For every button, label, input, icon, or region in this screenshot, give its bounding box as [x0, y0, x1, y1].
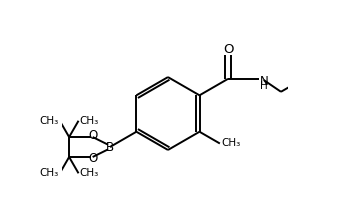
Text: N: N — [260, 75, 268, 88]
Text: O: O — [88, 152, 97, 165]
Text: B: B — [106, 141, 114, 154]
Text: CH₃: CH₃ — [39, 116, 58, 126]
Text: O: O — [223, 43, 233, 56]
Text: CH₃: CH₃ — [80, 168, 99, 178]
Text: O: O — [88, 129, 97, 142]
Text: H: H — [260, 81, 267, 91]
Text: CH₃: CH₃ — [80, 116, 99, 126]
Text: CH₃: CH₃ — [221, 139, 240, 148]
Text: CH₃: CH₃ — [39, 168, 58, 178]
